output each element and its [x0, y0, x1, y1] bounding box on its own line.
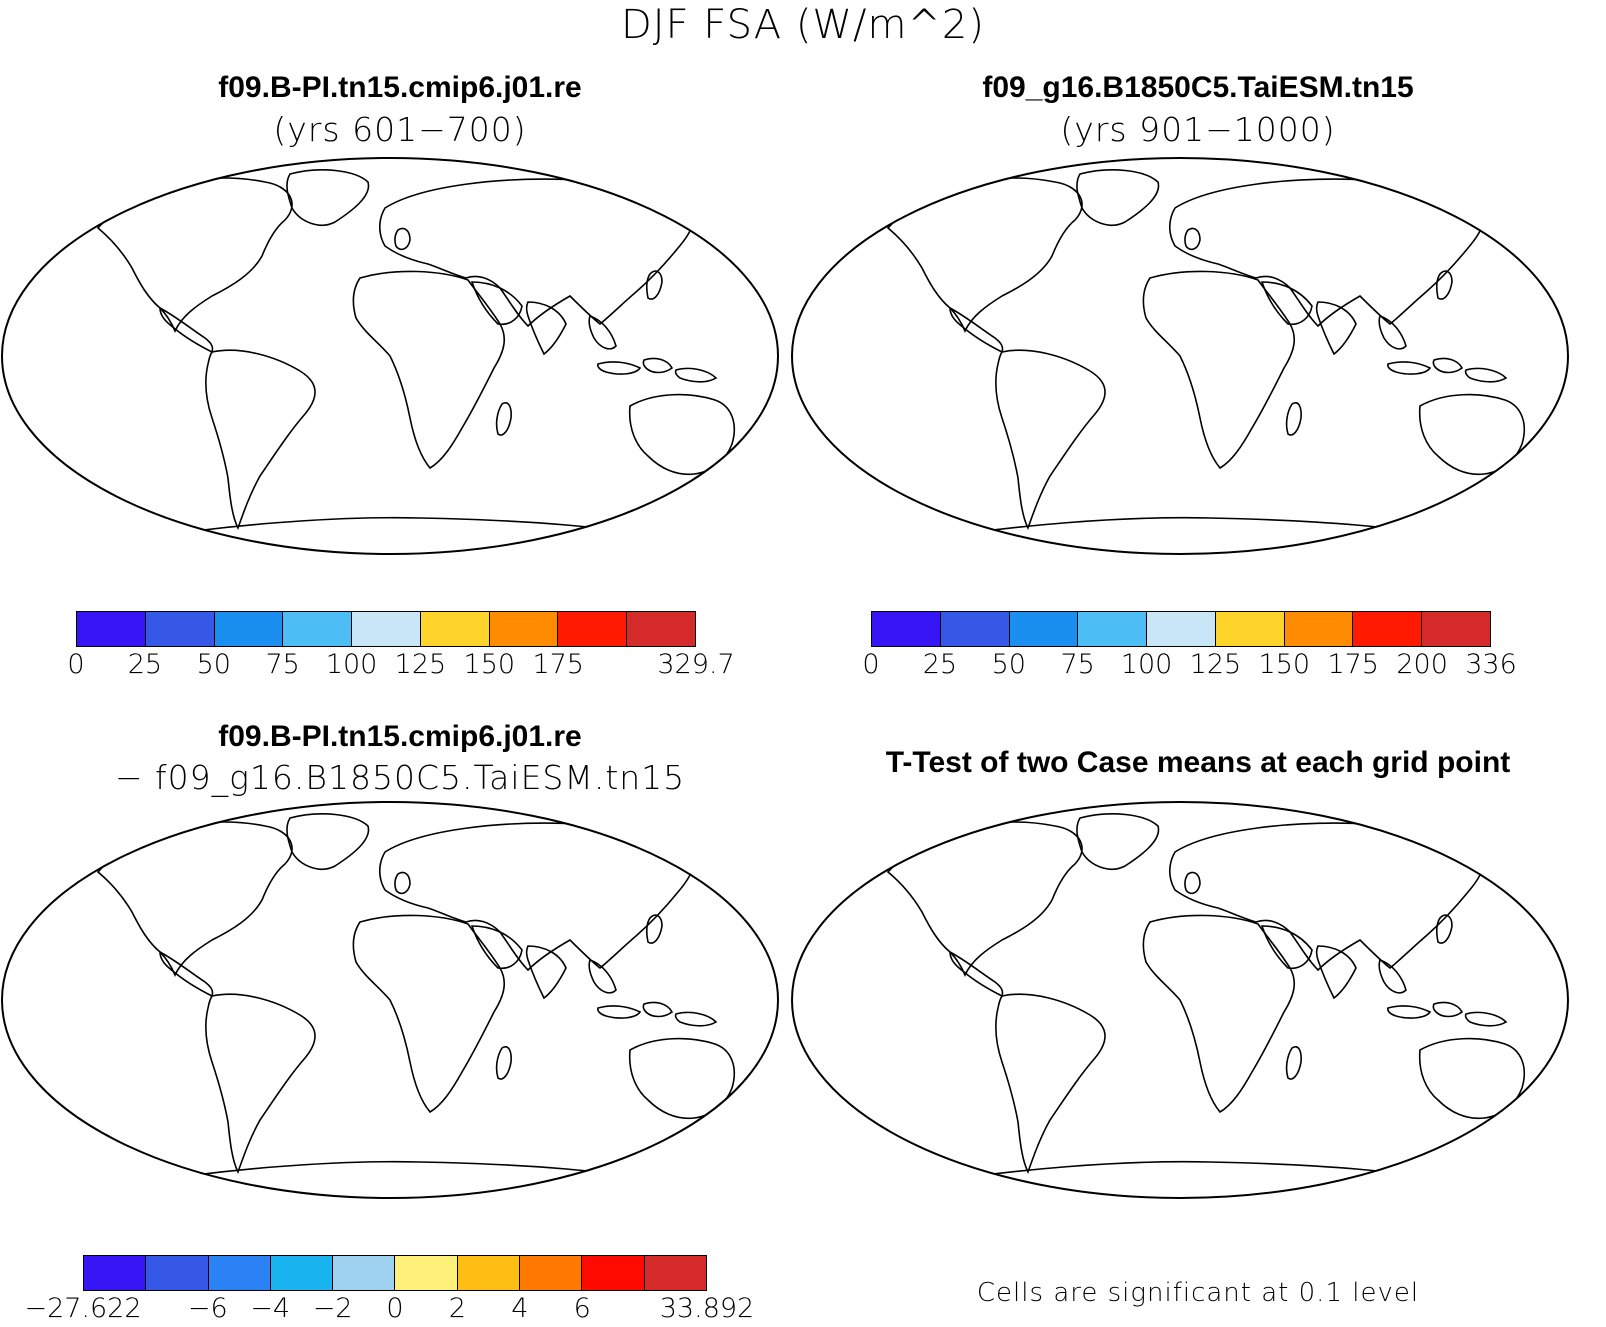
- case2-colorbar-swatch: [1422, 612, 1491, 646]
- diff-colorbar-swatch: [333, 1256, 396, 1290]
- case1-colorbar-swatch: [145, 612, 215, 646]
- case2-map: [791, 157, 1569, 555]
- diff-map: [1, 801, 779, 1199]
- case2-colorbar-swatch: [1353, 612, 1423, 646]
- case2-colorbar-swatch: [1009, 612, 1079, 646]
- diff-colorbar-swatch: [270, 1256, 334, 1290]
- case2-colorbar-tick-label: 175: [1327, 649, 1379, 680]
- diff-colorbar-swatch: [582, 1256, 645, 1290]
- diff-colorbar-swatch: [457, 1256, 521, 1290]
- case2-colorbar-swatch: [1147, 612, 1216, 646]
- case1-colorbar-tick-label: 150: [463, 649, 516, 680]
- case1-colorbar-tick-label: 100: [325, 649, 378, 680]
- case1-colorbar-tick-label: 175: [532, 649, 584, 680]
- figure-title: DJF FSA (W/m^2): [620, 2, 985, 48]
- case2-colorbar-tick-label: 200: [1396, 649, 1448, 680]
- case2-colorbar-swatch: [872, 612, 941, 646]
- case2-title: f09_g16.B1850C5.TaiESM.tn15: [982, 71, 1414, 104]
- case2-colorbar-tick-label: 150: [1258, 649, 1311, 680]
- diff-colorbar-swatch: [644, 1256, 706, 1290]
- case2-colorbar-tick-label: 125: [1189, 649, 1242, 680]
- case2-colorbar-tick-label: 336: [1465, 649, 1517, 680]
- case2-colorbar-swatch: [1215, 612, 1285, 646]
- case1-map: [1, 157, 779, 555]
- diff-colorbar-tick-label: 4: [511, 1293, 529, 1324]
- case1-colorbar-swatch: [558, 612, 628, 646]
- diff-colorbar: [83, 1255, 707, 1291]
- case2-colorbar-swatch: [1284, 612, 1354, 646]
- diff-title: f09.B-PI.tn15.cmip6.j01.re: [218, 720, 582, 753]
- case2-subtitle: (yrs 901−1000): [1060, 110, 1336, 149]
- case2-colorbar-tick-label: 0: [862, 649, 880, 680]
- ttest-note: Cells are significant at 0.1 level: [976, 1278, 1420, 1308]
- diff-colorbar-swatch: [146, 1256, 209, 1290]
- case1-colorbar-tick-label: 75: [265, 649, 300, 680]
- case1-colorbar-tick-label: 50: [196, 649, 231, 680]
- diff-colorbar-swatch: [84, 1256, 147, 1290]
- case2-colorbar-tick-label: 100: [1120, 649, 1173, 680]
- diff-colorbar-tick-label: −27.622: [24, 1293, 142, 1324]
- case1-colorbar: [76, 611, 696, 647]
- case1-colorbar-swatch: [214, 612, 284, 646]
- diff-colorbar-tick-label: −6: [187, 1293, 228, 1324]
- case1-colorbar-swatch: [420, 612, 490, 646]
- case1-colorbar-tick-label: 0: [67, 649, 85, 680]
- diff-colorbar-swatch: [520, 1256, 583, 1290]
- case1-colorbar-swatch: [489, 612, 559, 646]
- case1-colorbar-tick-label: 329.7: [657, 649, 735, 680]
- diff-colorbar-tick-label: 6: [573, 1293, 591, 1324]
- diff-colorbar-swatch: [208, 1256, 271, 1290]
- case2-colorbar-tick-label: 50: [991, 649, 1026, 680]
- case1-colorbar-swatch: [77, 612, 146, 646]
- ttest-title: T-Test of two Case means at each grid po…: [885, 746, 1511, 779]
- diff-colorbar-tick-label: −4: [250, 1293, 291, 1324]
- diff-subtitle: − f09_g16.B1850C5.TaiESM.tn15: [114, 758, 686, 797]
- case1-subtitle: (yrs 601−700): [273, 110, 527, 149]
- case2-colorbar-swatch: [1078, 612, 1148, 646]
- diff-colorbar-tick-label: 2: [448, 1293, 466, 1324]
- case2-colorbar-tick-label: 25: [922, 649, 958, 680]
- case1-colorbar-tick-label: 125: [394, 649, 447, 680]
- case1-colorbar-swatch: [283, 612, 353, 646]
- case2-colorbar: [871, 611, 1491, 647]
- case1-colorbar-swatch: [627, 612, 696, 646]
- diff-colorbar-tick-label: 33.892: [659, 1293, 755, 1324]
- case1-colorbar-swatch: [352, 612, 421, 646]
- diff-colorbar-tick-label: −2: [312, 1293, 353, 1324]
- case2-colorbar-tick-label: 75: [1060, 649, 1095, 680]
- diff-colorbar-swatch: [395, 1256, 458, 1290]
- case1-title: f09.B-PI.tn15.cmip6.j01.re: [218, 71, 582, 104]
- ttest-map: [791, 801, 1569, 1199]
- case2-colorbar-swatch: [940, 612, 1010, 646]
- case1-colorbar-tick-label: 25: [127, 649, 163, 680]
- diff-colorbar-tick-label: 0: [386, 1293, 404, 1324]
